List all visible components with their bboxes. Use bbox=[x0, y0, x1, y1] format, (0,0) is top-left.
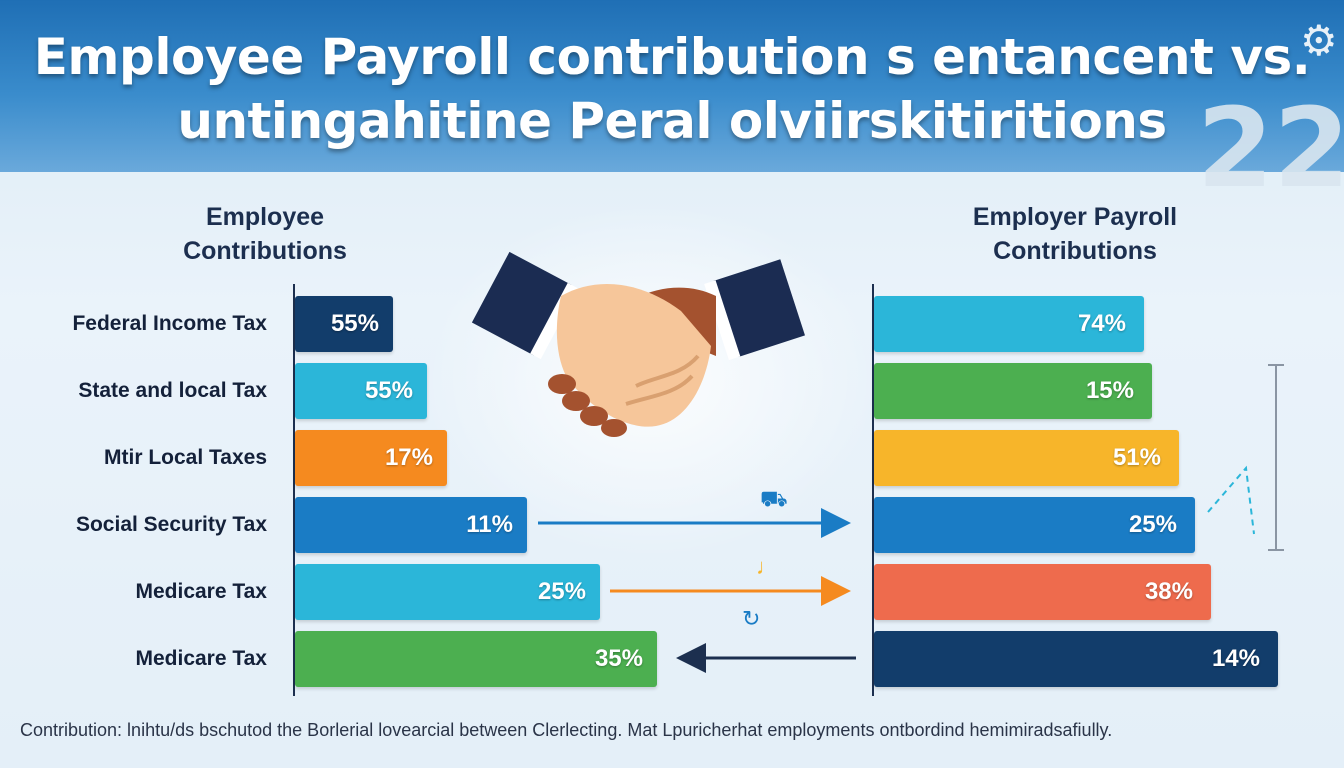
employee-bar-value: 35% bbox=[594, 645, 643, 672]
employee-bar: 11% bbox=[295, 497, 527, 553]
employer-bar: 51% bbox=[874, 430, 1179, 486]
employer-bar-value: 15% bbox=[1085, 377, 1134, 404]
employee-category-label: Mtir Local Taxes bbox=[104, 446, 267, 469]
chart-title-line-1: Employee Payroll contribution s entancen… bbox=[33, 28, 1311, 86]
employee-panel-title: Employee Contributions bbox=[183, 203, 347, 265]
employee-bar-value: 55% bbox=[364, 377, 413, 404]
employee-bar: 35% bbox=[295, 631, 657, 687]
refresh-icon: ↻ bbox=[742, 606, 761, 631]
employee-bar-value: 55% bbox=[330, 310, 379, 337]
employer-panel-title: Employer Payroll Contributions bbox=[972, 203, 1178, 265]
employer-bar: 38% bbox=[874, 564, 1211, 620]
gear-icon: ⚙ bbox=[1300, 17, 1338, 64]
employee-bar: 55% bbox=[295, 363, 427, 419]
receipt-icon: ♩ bbox=[756, 554, 778, 579]
employee-category-label: Social Security Tax bbox=[75, 513, 267, 536]
employer-bar-value: 25% bbox=[1128, 511, 1177, 538]
employer-bar: 14% bbox=[874, 631, 1278, 687]
employee-category-label: Medicare Tax bbox=[135, 580, 267, 603]
employer-bar: 74% bbox=[874, 296, 1144, 352]
header-banner: Employee Payroll contribution s entancen… bbox=[0, 0, 1344, 212]
truck-icon: ⛟ bbox=[760, 486, 788, 511]
employer-axis bbox=[872, 284, 874, 696]
employee-bar-value: 11% bbox=[466, 511, 513, 538]
employer-bar-value: 14% bbox=[1211, 645, 1260, 672]
employee-category-label: State and local Tax bbox=[78, 379, 267, 402]
employee-bar: 17% bbox=[295, 430, 447, 486]
employee-axis bbox=[293, 284, 295, 696]
employer-bar-value: 38% bbox=[1144, 578, 1193, 605]
employee-category-label: Federal Income Tax bbox=[72, 312, 267, 335]
employer-bar-value: 74% bbox=[1077, 310, 1126, 337]
employee-bar: 55% bbox=[295, 296, 393, 352]
employee-bar-value: 17% bbox=[384, 444, 433, 471]
employer-bar-value: 51% bbox=[1112, 444, 1161, 471]
footer-caption: Contribution: lnihtu/ds bschutod the Bor… bbox=[20, 720, 1113, 740]
employee-bar: 25% bbox=[295, 564, 600, 620]
employer-bar: 25% bbox=[874, 497, 1195, 553]
employer-bar: 15% bbox=[874, 363, 1152, 419]
decorative-number: 22 bbox=[1196, 84, 1344, 212]
employee-bar-value: 25% bbox=[537, 578, 586, 605]
chart-title-line-2: untingahitine Peral olviirskitiritions bbox=[177, 92, 1167, 150]
employee-category-label: Medicare Tax bbox=[135, 647, 267, 670]
handshake-icon bbox=[471, 251, 805, 437]
